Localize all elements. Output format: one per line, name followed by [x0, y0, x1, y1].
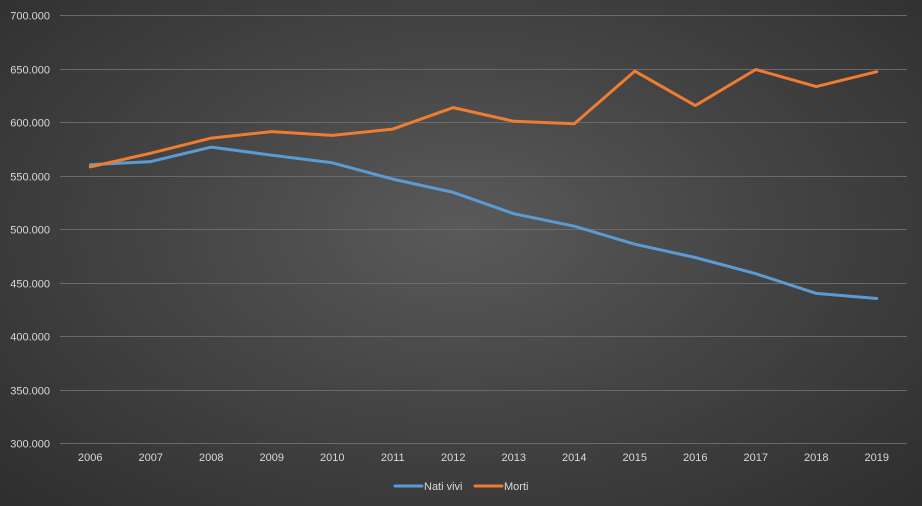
y-tick-label: 550.000	[10, 172, 50, 184]
y-tick-label: 700.000	[10, 11, 50, 23]
legend: Nati vivi Morti	[393, 481, 528, 493]
y-axis-tick-labels: 300.000 350.000 400.000 450.000 500.000 550.0…	[10, 11, 50, 451]
y-tick-label: 600.000	[10, 118, 50, 130]
x-tick-label: 2008	[199, 452, 223, 464]
y-tick-label: 350.000	[10, 386, 50, 398]
y-tick-label: 300.000	[10, 439, 50, 451]
x-tick-label: 2009	[260, 452, 284, 464]
y-tick-label: 500.000	[10, 225, 50, 237]
x-axis-tick-labels: 2006 2007 2008 2009 2010 2011 2012 2013 2014 2015…	[78, 452, 889, 464]
legend-label-morti: Morti	[504, 481, 528, 493]
x-tick-label: 2018	[804, 452, 828, 464]
series-line-morti	[88, 68, 879, 169]
y-tick-label: 650.000	[10, 65, 50, 77]
x-tick-label: 2017	[744, 452, 768, 464]
x-tick-label: 2007	[139, 452, 163, 464]
series-lines	[88, 68, 879, 300]
x-tick-label: 2019	[865, 452, 889, 464]
x-tick-label: 2013	[502, 452, 526, 464]
x-tick-label: 2010	[320, 452, 344, 464]
x-tick-label: 2015	[623, 452, 647, 464]
x-tick-label: 2012	[441, 452, 465, 464]
legend-label-nati-vivi: Nati vivi	[424, 481, 463, 493]
x-tick-label: 2011	[381, 452, 405, 464]
x-tick-label: 2014	[562, 452, 586, 464]
y-tick-label: 400.000	[10, 332, 50, 344]
y-tick-label: 450.000	[10, 279, 50, 291]
x-tick-label: 2016	[683, 452, 707, 464]
gridlines	[60, 15, 907, 444]
x-tick-label: 2006	[78, 452, 102, 464]
series-line-nati-vivi	[88, 145, 879, 300]
